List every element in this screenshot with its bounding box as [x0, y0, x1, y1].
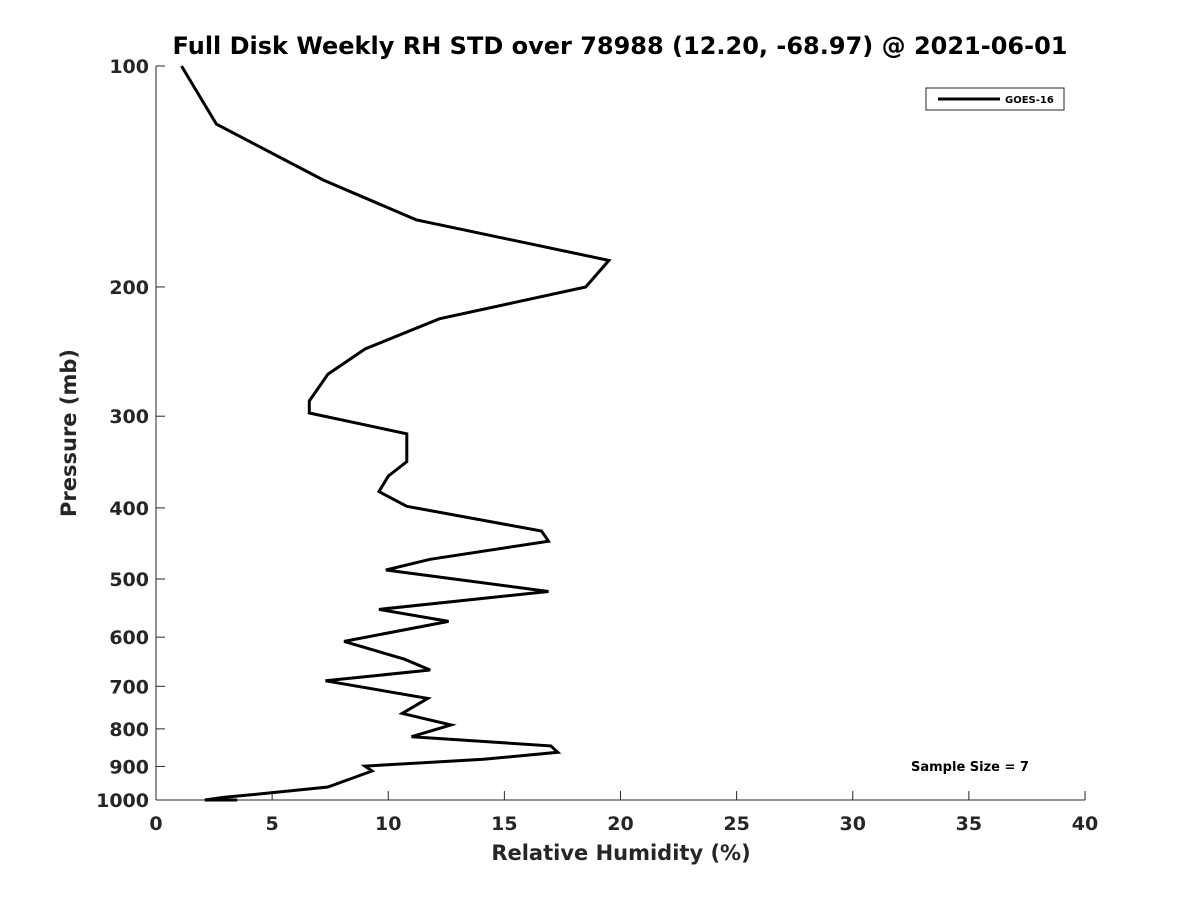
y-tick-label: 1000 [96, 790, 149, 812]
chart-title: Full Disk Weekly RH STD over 78988 (12.2… [173, 32, 1068, 60]
x-tick-label: 15 [491, 813, 517, 835]
x-axis-ticks: 0 5 10 15 20 25 30 35 40 [149, 791, 1098, 835]
x-axis-label: Relative Humidity (%) [491, 841, 750, 865]
y-tick-label: 900 [109, 756, 149, 778]
y-axis-label: Pressure (mb) [57, 349, 81, 517]
x-tick-label: 0 [149, 813, 162, 835]
y-tick-label: 700 [109, 676, 149, 698]
plot-axes [155, 66, 1085, 801]
y-axis-ticks: 100 200 300 400 500 600 700 800 900 1000 [96, 56, 165, 812]
x-tick-label: 20 [607, 813, 633, 835]
x-tick-label: 10 [375, 813, 401, 835]
y-tick-label: 600 [109, 627, 149, 649]
y-tick-label: 300 [109, 406, 149, 428]
x-tick-label: 40 [1072, 813, 1098, 835]
x-tick-label: 30 [840, 813, 866, 835]
x-tick-label: 5 [266, 813, 279, 835]
x-tick-label: 35 [956, 813, 982, 835]
y-tick-label: 800 [109, 719, 149, 741]
legend-label-goes-16: GOES-16 [1005, 95, 1054, 106]
series-line-goes-16 [180, 65, 612, 802]
sample-size-annotation: Sample Size = 7 [911, 760, 1029, 775]
y-tick-label: 200 [109, 277, 149, 299]
y-tick-label: 500 [109, 569, 149, 591]
y-tick-label: 100 [109, 56, 149, 78]
legend: GOES-16 [925, 87, 1065, 111]
series-layer [180, 65, 612, 802]
y-tick-label: 400 [109, 498, 149, 520]
x-tick-label: 25 [723, 813, 749, 835]
